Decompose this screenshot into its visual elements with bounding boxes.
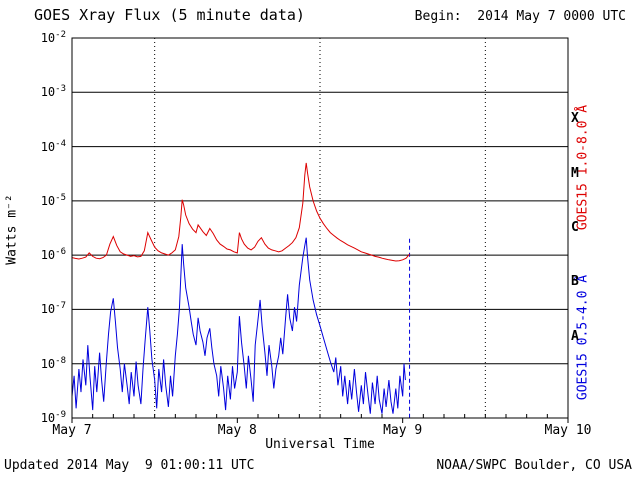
x-tick-label: May 9 [383, 423, 423, 438]
plot-frame [71, 37, 569, 419]
y-tick-label: 10-7 [40, 301, 66, 317]
short-band-series [72, 237, 406, 414]
updated-timestamp: Updated 2014 May 9 01:00:11 UTC [4, 458, 255, 473]
long-band-series [72, 162, 410, 262]
flare-class-label: X [571, 111, 579, 127]
flare-class-label: M [571, 165, 579, 181]
y-tick-label: 10-6 [40, 247, 66, 263]
y-tick-label: 10-2 [40, 30, 66, 45]
y-tick-label: 10-3 [40, 84, 66, 100]
begin-timestamp: Begin: 2014 May 7 0000 UTC [414, 9, 626, 24]
chart-title: GOES Xray Flux (5 minute data) [34, 6, 305, 24]
flare-class-label: C [571, 220, 579, 235]
y-axis-label: Watts m⁻² [4, 194, 20, 265]
flare-class-label: A [571, 328, 579, 344]
x-tick-label: May 10 [544, 423, 592, 438]
y-tick-label: 10-4 [40, 138, 66, 154]
source-credit: NOAA/SWPC Boulder, CO USA [436, 458, 632, 473]
y-tick-label: 10-5 [40, 192, 66, 208]
x-tick-label: May 7 [52, 423, 92, 438]
x-tick-label: May 8 [217, 423, 257, 438]
y-tick-label: 10-9 [40, 410, 66, 425]
x-axis-label: Universal Time [265, 437, 375, 452]
flare-class-label: B [571, 274, 579, 290]
y-tick-label: 10-8 [40, 355, 66, 371]
